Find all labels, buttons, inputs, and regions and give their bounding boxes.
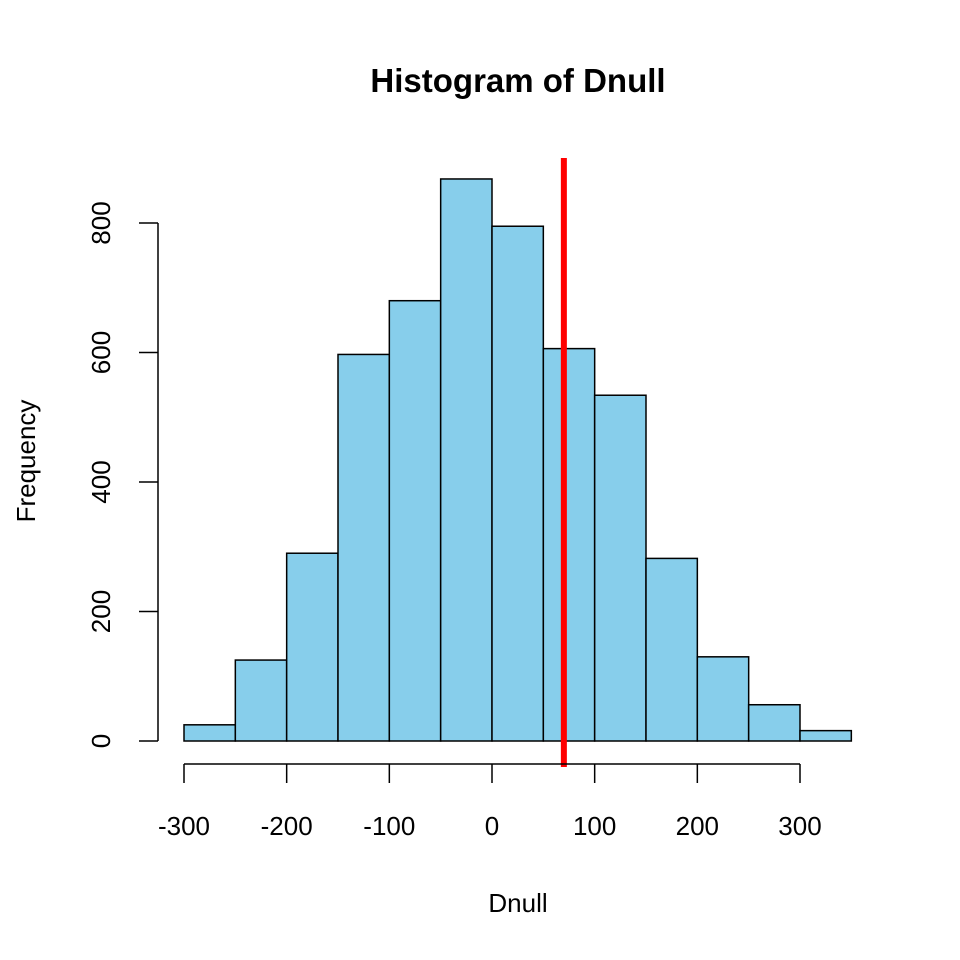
x-tick-label: 0 <box>485 811 499 841</box>
x-tick-label: 300 <box>778 811 821 841</box>
y-tick-label: 400 <box>86 460 116 503</box>
chart-title: Histogram of Dnull <box>370 62 665 99</box>
histogram-bar <box>696 656 750 742</box>
x-tick-label: -100 <box>363 811 415 841</box>
y-tick-label: 200 <box>86 590 116 633</box>
y-tick-label: 600 <box>86 331 116 374</box>
y-tick-label: 800 <box>86 201 116 244</box>
x-tick-label: -300 <box>158 811 210 841</box>
histogram-bar <box>337 353 391 742</box>
x-axis-label: Dnull <box>488 888 547 918</box>
y-tick-label: 0 <box>86 734 116 748</box>
x-axis: -300 -200 -100 0 100 200 300 <box>158 763 822 841</box>
histogram-bar <box>388 299 442 742</box>
histogram-bar <box>491 225 545 742</box>
histogram-bar <box>542 347 596 742</box>
histogram-bar <box>799 729 853 742</box>
histogram-bar <box>234 659 288 742</box>
histogram-bar <box>593 394 647 742</box>
histogram-bar <box>645 557 699 742</box>
bars-group <box>183 178 853 742</box>
y-axis-label: Frequency <box>11 400 41 523</box>
y-axis: 0 200 400 600 800 <box>86 201 159 748</box>
histogram-bar <box>285 552 339 742</box>
histogram-bar <box>183 724 237 742</box>
histogram-bar <box>747 703 801 742</box>
x-tick-label: 100 <box>573 811 616 841</box>
x-tick-label: 200 <box>676 811 719 841</box>
x-tick-label: -200 <box>261 811 313 841</box>
histogram-bar <box>439 178 493 742</box>
